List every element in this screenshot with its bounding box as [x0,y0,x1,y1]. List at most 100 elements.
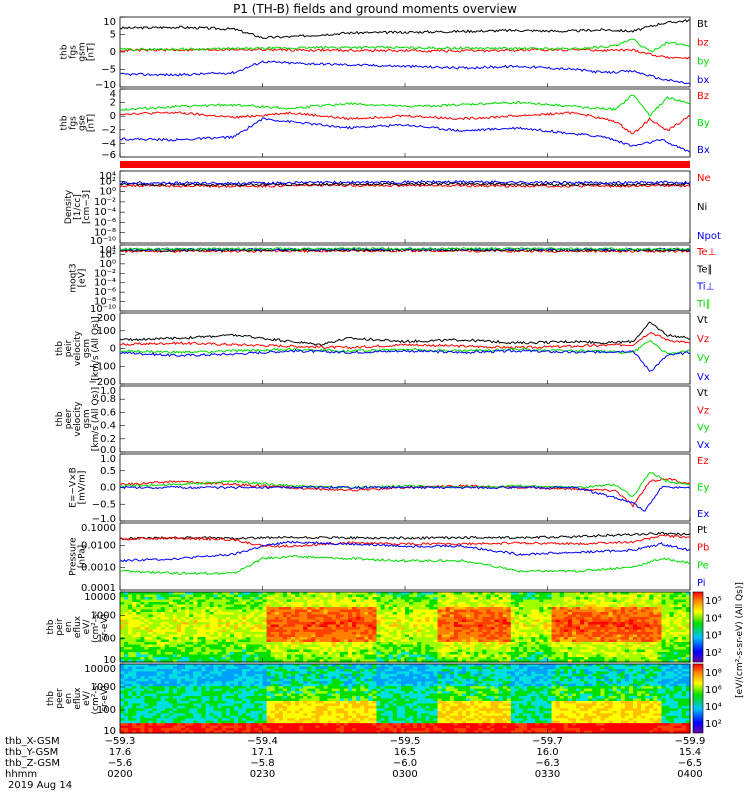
spectrogram-cell [124,654,129,658]
spectrogram-cell [645,632,650,636]
spectrogram-cell [197,700,203,705]
spectrogram-cell [197,691,203,695]
spectrogram-cell [140,700,146,705]
spectrogram-cell [213,681,219,685]
spectrogram-cell [478,632,483,636]
spectrogram-cell [519,642,524,646]
spectrogram-cell [270,639,276,643]
spectrogram-cell [234,703,239,707]
spectrogram-cell [234,718,239,722]
spectrogram-cell [286,599,292,603]
spectrogram-cell [466,594,471,598]
spectrogram-cell [681,659,687,663]
spectrogram-cell [669,594,675,598]
spectrogram-cell [136,639,141,643]
spectrogram-cell [331,657,337,661]
spectrogram-cell [543,622,549,626]
spectrogram-cell [462,592,467,596]
spectrogram-cell [596,607,602,611]
spectrogram-cell [225,592,231,596]
spectrogram-cell [470,622,475,626]
spectrogram-cell [409,637,414,641]
spectrogram-cell [580,594,585,598]
spectrogram-cell [653,609,659,613]
spectrogram-cell [209,671,215,675]
spectrogram-cell [217,696,223,700]
spectrogram-cell [441,639,447,643]
spectrogram-cell [177,710,182,714]
spectrogram-cell [132,607,137,611]
spectrogram-cell [563,604,569,608]
spectrogram-cell [286,597,292,601]
spectrogram-cell [653,649,659,653]
spectrogram-cell [543,642,549,646]
spectrogram-cell [649,644,654,648]
spectrogram-cell [506,599,512,603]
spectrogram-cell [315,612,321,616]
spectrogram-cell [266,599,272,603]
spectrogram-cell [637,634,642,638]
spectrogram-cell [514,642,520,646]
spectrogram-cell [168,602,174,606]
spectrogram-cell [168,632,174,636]
spectrogram-cell [339,652,345,656]
spectrogram-cell [120,634,125,638]
spectrogram-cell [136,666,141,670]
spectrogram-cell [360,659,365,663]
spectrogram-cell [160,713,166,717]
spectrogram-cell [384,617,390,621]
spectrogram-cell [124,713,129,717]
spectrogram-cell [584,652,589,656]
spectrogram-cell [596,644,602,648]
spectrogram-cell [189,673,194,677]
spectrogram-cell [270,607,276,611]
spectrogram-cell [348,594,353,598]
spectrogram-cell [364,632,369,636]
spectrogram-cell [177,634,182,638]
spectrogram-cell [588,652,593,656]
spectrogram-cell [197,627,203,631]
spectrogram-cell [229,607,235,611]
spectrogram-cell [274,614,280,618]
spectrogram-cell [506,604,512,608]
spectrogram-cell [156,607,162,611]
spectrogram-cell [547,632,553,636]
spectrogram-cell [563,647,569,651]
spectrogram-cell [409,622,414,626]
spectrogram-cell [425,619,431,623]
spectrogram-cell [254,614,260,618]
spectrogram-cell [657,594,663,598]
spectrogram-cell [193,718,198,722]
spectrogram-cell [588,619,593,623]
spectrogram-cell [356,654,361,658]
spectrogram-cell [612,594,618,598]
spectrogram-cell [270,609,276,613]
spectrogram-cell [160,691,166,695]
spectrogram-cell [616,659,622,663]
spectrogram-cell [172,624,178,628]
spectrogram-cell [478,617,483,621]
spectrogram-cell [238,676,243,680]
spectrogram-cell [177,609,182,613]
spectrogram-cell [172,698,178,702]
spectrogram-cell [160,725,166,729]
spectrogram-cell [234,604,239,608]
spectrogram-cell [494,649,500,653]
spectrogram-cell [132,696,137,700]
spectrogram-cell [673,612,679,616]
spectrogram-cell [234,686,239,690]
spectrogram-cell [527,614,532,618]
spectrogram-cell [303,642,308,646]
spectrogram-cell [653,659,659,663]
spectrogram-cell [400,622,406,626]
spectrogram-cell [201,720,207,724]
spectrogram-cell [348,642,353,646]
y-tick-label: 10² [99,249,116,260]
spectrogram-cell [396,652,402,656]
spectrogram-cell [335,647,341,651]
spectrogram-cell [384,592,390,596]
spectrogram-cell [140,634,146,638]
spectrogram-cell [624,619,630,623]
spectrogram-cell [291,592,296,596]
spectrogram-cell [470,634,475,638]
